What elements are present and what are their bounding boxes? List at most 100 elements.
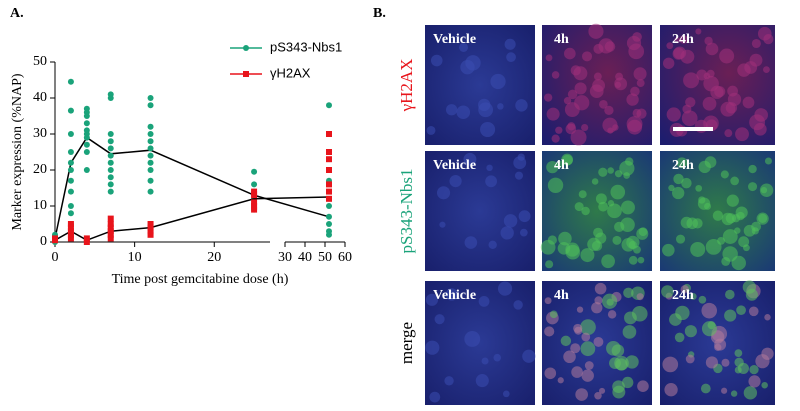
y-tick-label: 10 (33, 198, 47, 213)
cell (478, 296, 490, 307)
cell (662, 243, 675, 257)
cell (692, 218, 703, 229)
cell (556, 160, 564, 168)
cell (581, 369, 594, 382)
point (147, 159, 154, 166)
cell (696, 69, 708, 81)
cell (628, 255, 638, 265)
cell (704, 156, 717, 168)
point (147, 95, 154, 101)
point (107, 145, 114, 152)
cell (581, 206, 590, 216)
point (107, 224, 114, 231)
tile-label: 24h (672, 32, 694, 47)
cell (675, 305, 690, 321)
cell (666, 107, 681, 122)
point (147, 228, 154, 235)
cell (623, 172, 630, 179)
cell (546, 107, 560, 121)
cell (662, 57, 675, 69)
cell (626, 93, 639, 106)
cell (480, 121, 496, 138)
panel-label: B. (373, 6, 386, 21)
cell (680, 285, 689, 294)
cell (588, 23, 604, 39)
point (251, 206, 258, 213)
cell (683, 72, 700, 89)
point (147, 152, 154, 159)
cell (549, 310, 558, 319)
point (107, 174, 114, 181)
cell (567, 122, 576, 131)
cell (726, 194, 739, 207)
row-label: pS343-Nbs1 (397, 168, 416, 253)
mean-line (54, 136, 330, 239)
cell (748, 164, 757, 174)
cell (601, 254, 615, 269)
cell (429, 391, 441, 403)
cell (761, 347, 774, 360)
cell (676, 157, 688, 169)
cell (666, 42, 674, 50)
cell (743, 386, 758, 400)
cell (570, 343, 581, 354)
x-axis-label: Time post gemcitabine dose (h) (112, 272, 289, 287)
point (147, 177, 154, 184)
cell (689, 292, 697, 300)
cell (756, 212, 769, 225)
cell (609, 357, 621, 370)
cell (594, 282, 607, 295)
point (326, 149, 332, 155)
point (326, 131, 332, 137)
point (83, 141, 90, 148)
cell (759, 183, 774, 197)
cell (575, 388, 588, 401)
cell (743, 244, 750, 252)
cell (763, 34, 774, 45)
cell (544, 326, 555, 337)
point (67, 177, 74, 184)
y-tick-label: 40 (33, 90, 47, 105)
y-tick-label: 30 (33, 126, 47, 141)
point (67, 188, 74, 195)
cell (598, 167, 608, 177)
cell (518, 210, 531, 223)
point (326, 181, 332, 188)
cell (697, 197, 711, 210)
cell (674, 332, 685, 343)
cell (672, 186, 685, 200)
point (67, 203, 74, 209)
cell (551, 71, 560, 79)
point (67, 78, 74, 85)
x-tick-label: 10 (128, 250, 142, 265)
cell (734, 357, 744, 368)
point (326, 221, 332, 227)
point (326, 188, 332, 195)
cell (712, 210, 724, 221)
cell (593, 72, 602, 81)
cell (720, 170, 729, 179)
point (147, 131, 154, 137)
point (326, 213, 332, 220)
cell (721, 358, 730, 367)
cell (637, 380, 649, 392)
cell (595, 193, 607, 205)
cell (490, 73, 506, 90)
cell (748, 375, 761, 388)
y-tick-label: 20 (33, 162, 47, 177)
cell (436, 186, 451, 200)
cell (680, 49, 695, 64)
cell (561, 153, 574, 166)
point (251, 199, 258, 206)
cell (701, 321, 718, 337)
point (147, 224, 154, 231)
cell (581, 123, 589, 132)
micrograph (425, 151, 535, 271)
cell (725, 102, 738, 114)
point (67, 149, 74, 155)
cell (514, 171, 524, 180)
cell (580, 248, 595, 263)
point (107, 228, 114, 235)
cell (551, 134, 560, 143)
point (147, 231, 154, 238)
